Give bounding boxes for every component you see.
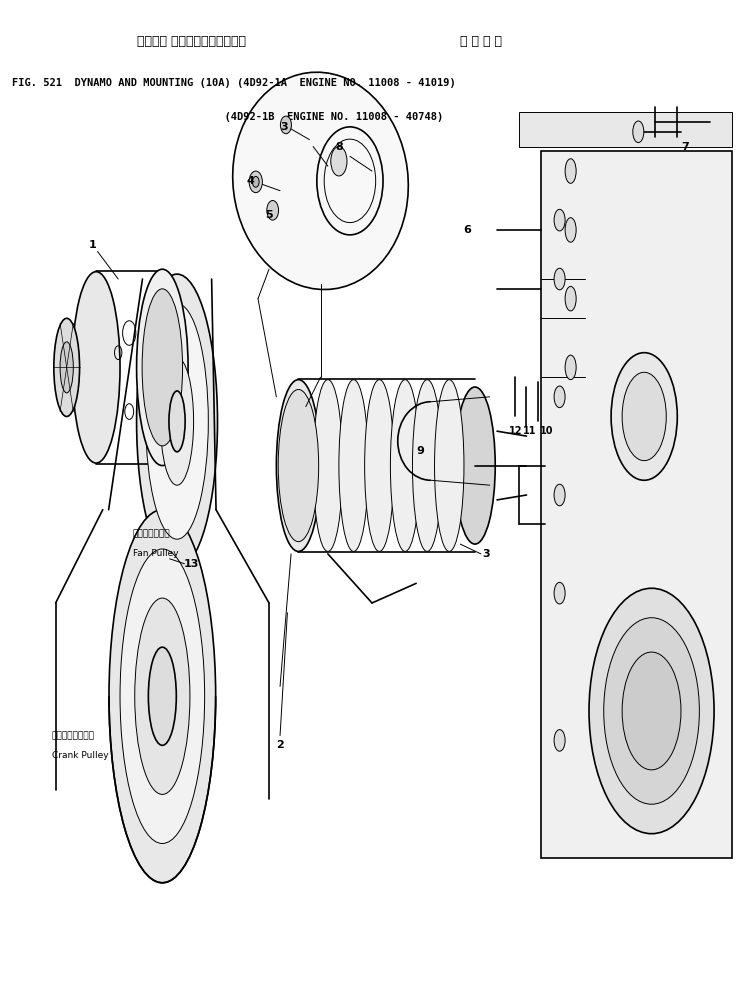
Text: 適 用 号 機: 適 用 号 機 [461, 36, 502, 49]
Text: 7: 7 [681, 142, 688, 151]
Text: 1: 1 [89, 240, 96, 249]
Text: ダイナモ およびマウンティング: ダイナモ およびマウンティング [137, 36, 246, 49]
Ellipse shape [267, 201, 278, 220]
Ellipse shape [249, 171, 263, 193]
Text: 4: 4 [247, 176, 254, 186]
Ellipse shape [54, 319, 80, 417]
Ellipse shape [60, 342, 74, 393]
Polygon shape [541, 151, 733, 858]
Text: 6: 6 [464, 225, 472, 235]
Text: クランクプーリー: クランクプーリー [52, 731, 95, 740]
Ellipse shape [339, 379, 368, 551]
Ellipse shape [391, 379, 420, 551]
Ellipse shape [109, 510, 216, 883]
Text: 3: 3 [280, 122, 287, 132]
Ellipse shape [146, 304, 208, 540]
Ellipse shape [142, 289, 182, 446]
Text: 10: 10 [540, 426, 554, 437]
Text: 13: 13 [184, 558, 199, 568]
Ellipse shape [120, 549, 205, 843]
Ellipse shape [565, 218, 576, 243]
Ellipse shape [365, 379, 394, 551]
Ellipse shape [554, 209, 565, 231]
Ellipse shape [554, 268, 565, 290]
Text: ファンプーリー: ファンプーリー [133, 530, 170, 539]
Ellipse shape [233, 72, 408, 289]
Text: Fan Pulley: Fan Pulley [133, 549, 179, 558]
Ellipse shape [554, 730, 565, 751]
Ellipse shape [331, 147, 347, 176]
Ellipse shape [554, 484, 565, 506]
Ellipse shape [622, 652, 681, 770]
Ellipse shape [565, 355, 576, 379]
Text: 8: 8 [336, 142, 344, 151]
Ellipse shape [622, 372, 667, 460]
Ellipse shape [135, 598, 190, 794]
Text: FIG. 521  DYNAMO AND MOUNTING (10A) (4D92-1A  ENGINE NO. 11008 - 41019): FIG. 521 DYNAMO AND MOUNTING (10A) (4D92… [11, 77, 455, 87]
Ellipse shape [603, 618, 699, 804]
Polygon shape [519, 112, 733, 147]
Ellipse shape [412, 379, 442, 551]
Ellipse shape [148, 647, 176, 745]
Ellipse shape [276, 379, 321, 551]
Text: 12: 12 [509, 426, 522, 437]
Text: 9: 9 [416, 446, 424, 455]
Ellipse shape [455, 387, 496, 544]
Text: (4D92-1B  ENGINE NO. 11008 - 40748): (4D92-1B ENGINE NO. 11008 - 40748) [11, 112, 443, 122]
Ellipse shape [554, 582, 565, 604]
Text: Crank Pulley: Crank Pulley [52, 750, 109, 759]
Ellipse shape [554, 386, 565, 408]
Ellipse shape [252, 176, 259, 187]
Ellipse shape [313, 379, 342, 551]
Ellipse shape [169, 391, 185, 451]
Ellipse shape [611, 352, 677, 480]
Text: 5: 5 [265, 210, 273, 220]
Ellipse shape [137, 274, 217, 568]
Ellipse shape [280, 116, 292, 134]
Ellipse shape [72, 271, 120, 463]
Ellipse shape [589, 588, 714, 834]
Ellipse shape [633, 121, 644, 143]
Text: 2: 2 [276, 741, 284, 750]
Text: 3: 3 [482, 548, 490, 559]
Ellipse shape [565, 158, 576, 183]
Ellipse shape [434, 379, 464, 551]
Ellipse shape [161, 357, 193, 485]
Text: 11: 11 [524, 426, 537, 437]
Ellipse shape [137, 269, 188, 465]
Ellipse shape [278, 389, 318, 542]
Ellipse shape [565, 286, 576, 311]
